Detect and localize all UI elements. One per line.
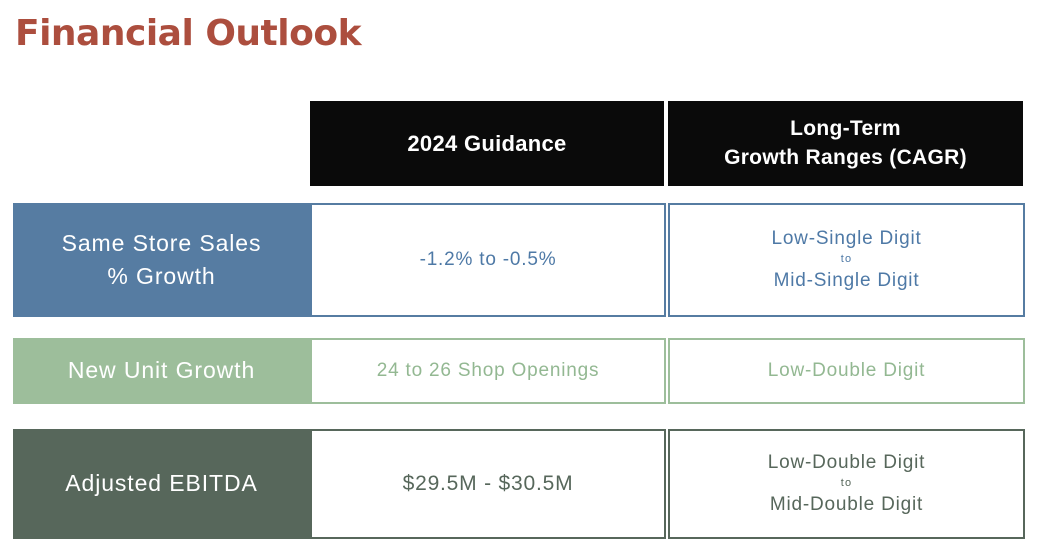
range-line2: Mid-Double Digit — [769, 493, 924, 515]
guidance-value: -1.2% to -0.5% — [419, 248, 557, 270]
growth-range-cell-adjusted-ebitda: Low-Double Digit to Mid-Double Digit — [668, 429, 1025, 539]
range-line1: Low-Single Digit — [771, 227, 922, 249]
guidance-cell-adjusted-ebitda: $29.5M - $30.5M — [310, 429, 666, 539]
range-line1: Low-Double Digit — [767, 359, 926, 381]
range-line1: Low-Double Digit — [767, 451, 926, 473]
column-header-line2: Growth Ranges (CAGR) — [724, 145, 967, 169]
column-header-2024-guidance: 2024 Guidance — [310, 101, 664, 186]
growth-range-cell-same-store-sales: Low-Single Digit to Mid-Single Digit — [668, 203, 1025, 317]
range-connector: to — [840, 477, 853, 490]
column-header-line1: Long-Term — [790, 117, 901, 141]
row-label-line2: % Growth — [107, 263, 216, 289]
range-connector: to — [840, 253, 853, 266]
guidance-value: 24 to 26 Shop Openings — [376, 359, 600, 381]
column-header-text: 2024 Guidance — [407, 130, 567, 156]
page-title: Financial Outlook — [15, 13, 362, 54]
row-label-new-unit-growth: New Unit Growth — [13, 338, 310, 404]
column-header-long-term-growth: Long-Term Growth Ranges (CAGR) — [668, 101, 1023, 186]
guidance-cell-new-unit-growth: 24 to 26 Shop Openings — [310, 338, 666, 404]
guidance-cell-same-store-sales: -1.2% to -0.5% — [310, 203, 666, 317]
row-label-same-store-sales: Same Store Sales % Growth — [13, 203, 310, 317]
growth-range-cell-new-unit-growth: Low-Double Digit — [668, 338, 1025, 404]
row-label-line1: Adjusted EBITDA — [65, 470, 258, 497]
row-label-line1: Same Store Sales — [61, 229, 262, 256]
range-line2: Mid-Single Digit — [773, 269, 920, 291]
row-label-line1: New Unit Growth — [67, 357, 256, 384]
row-label-adjusted-ebitda: Adjusted EBITDA — [13, 429, 310, 539]
guidance-value: $29.5M - $30.5M — [402, 472, 574, 496]
